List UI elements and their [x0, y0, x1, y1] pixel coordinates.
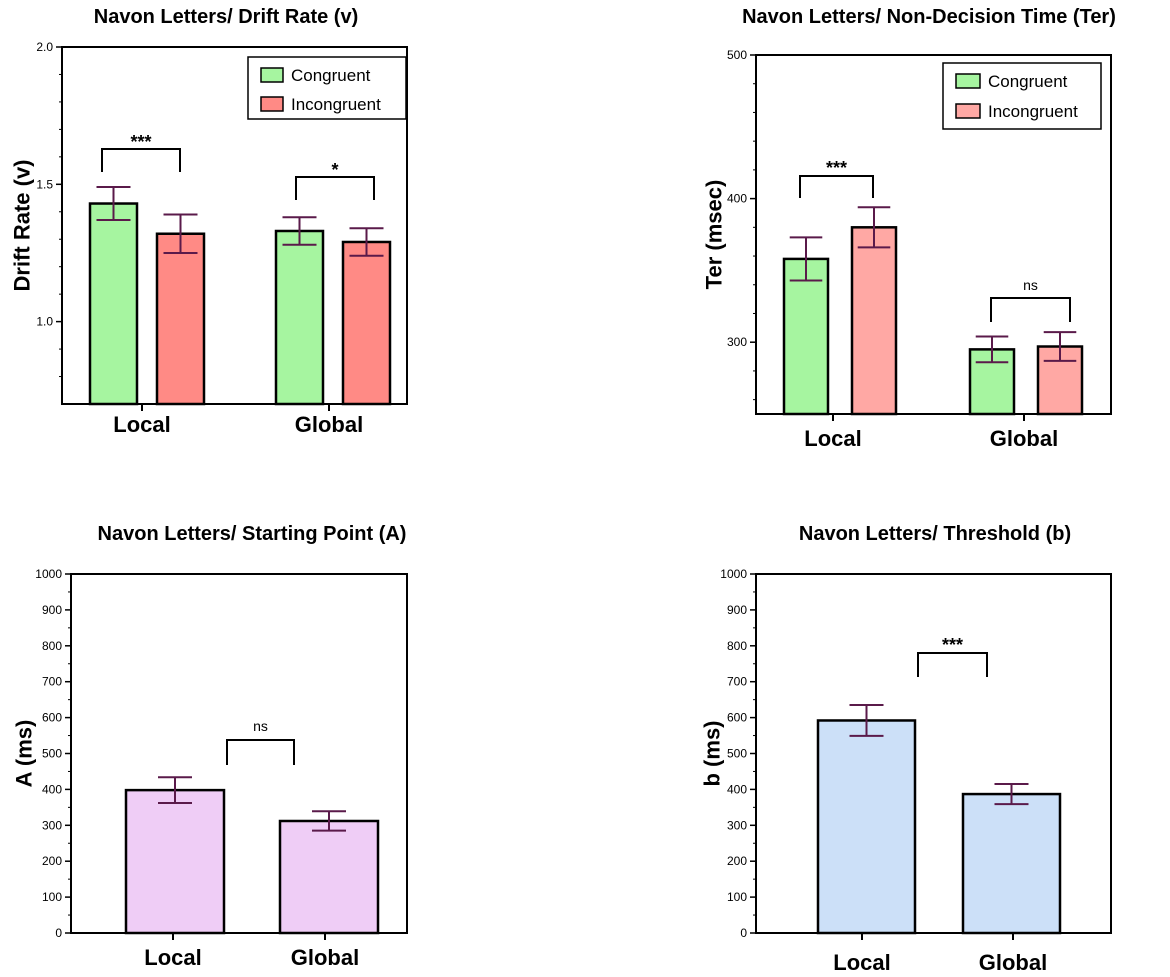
- chart-title: Navon Letters/ Drift Rate (v): [94, 6, 359, 28]
- legend: Congruent Incongruent: [942, 62, 1102, 130]
- y-tick-label: 600: [42, 711, 62, 725]
- y-tick-label: 0: [740, 926, 747, 940]
- y-tick-label: 100: [42, 890, 62, 904]
- significance-label: ***: [942, 635, 963, 655]
- chart-panel: Navon Letters/ Threshold (b) b (ms) 0 100 20…: [700, 523, 1112, 975]
- y-tick-label: 2.0: [36, 40, 53, 54]
- significance-label: ***: [130, 132, 151, 152]
- y-tick-label: 400: [727, 782, 747, 796]
- significance-bracket: [917, 652, 988, 677]
- y-tick-label: 1000: [720, 567, 747, 581]
- y-tick-label: 700: [727, 675, 747, 689]
- bar: [155, 232, 206, 406]
- legend-swatch: [955, 73, 981, 89]
- bar: [961, 792, 1062, 935]
- y-tick-label: 300: [727, 335, 747, 349]
- y-tick-label: 700: [42, 675, 62, 689]
- x-category-label: Global: [295, 412, 363, 437]
- y-axis-label: A (ms): [12, 720, 37, 788]
- y-tick-label: 1.5: [36, 177, 53, 191]
- y-tick-label: 500: [727, 48, 747, 62]
- significance-bracket: [295, 176, 375, 200]
- chart-title: Navon Letters/ Threshold (b): [799, 523, 1071, 545]
- y-axis-label: Ter (msec): [702, 180, 727, 290]
- legend: Congruent Incongruent: [247, 56, 407, 120]
- y-tick-label: 0: [55, 926, 62, 940]
- significance-label: ***: [826, 158, 847, 178]
- y-tick-label: 400: [727, 192, 747, 206]
- plot-frame: [755, 54, 1112, 415]
- significance-label: ns: [253, 718, 268, 734]
- y-tick-label: 500: [727, 747, 747, 761]
- y-tick-label: 800: [727, 639, 747, 653]
- x-category-label: Local: [833, 950, 890, 975]
- plot-frame: [61, 46, 408, 405]
- y-tick-label: 200: [727, 854, 747, 868]
- bar: [278, 819, 380, 935]
- significance-bracket: [990, 297, 1071, 322]
- y-tick-label: 500: [42, 747, 62, 761]
- y-axis-label: Drift Rate (v): [10, 159, 35, 291]
- legend-swatch: [260, 96, 284, 112]
- bar: [274, 229, 325, 406]
- x-category-label: Global: [990, 426, 1058, 451]
- x-category-label: Global: [291, 945, 359, 970]
- chart-panel: Navon Letters/ Drift Rate (v) Drift Rate …: [10, 6, 408, 437]
- y-tick-label: 600: [727, 711, 747, 725]
- bar: [341, 240, 392, 406]
- legend-label: Congruent: [291, 66, 371, 85]
- y-tick-label: 200: [42, 854, 62, 868]
- y-tick-label: 800: [42, 639, 62, 653]
- y-tick-label: 300: [42, 818, 62, 832]
- bar: [782, 257, 830, 416]
- bar: [850, 226, 898, 416]
- x-category-label: Local: [804, 426, 861, 451]
- chart-title: Navon Letters/ Non-Decision Time (Ter): [742, 6, 1116, 28]
- bar: [816, 719, 917, 935]
- legend-swatch: [955, 103, 981, 119]
- y-tick-label: 400: [42, 782, 62, 796]
- significance-bracket: [226, 739, 295, 765]
- x-category-label: Local: [144, 945, 201, 970]
- y-tick-label: 300: [727, 818, 747, 832]
- legend-label: Incongruent: [988, 102, 1078, 121]
- y-tick-label: 100: [727, 890, 747, 904]
- chart-panel: Navon Letters/ Non-Decision Time (Ter) Te…: [702, 6, 1116, 451]
- chart-title: Navon Letters/ Starting Point (A): [98, 523, 407, 545]
- significance-bracket: [101, 148, 181, 172]
- y-axis-label: b (ms): [700, 721, 725, 787]
- significance-label: *: [331, 160, 338, 180]
- x-category-label: Global: [979, 950, 1047, 975]
- bar: [88, 202, 139, 406]
- significance-bracket: [799, 175, 874, 198]
- y-tick-label: 900: [42, 603, 62, 617]
- significance-label: ns: [1023, 277, 1038, 293]
- legend-label: Congruent: [988, 72, 1068, 91]
- y-tick-label: 1.0: [36, 315, 53, 329]
- legend-label: Incongruent: [291, 95, 381, 114]
- chart-panel: Navon Letters/ Starting Point (A) A (ms) 0…: [12, 523, 408, 970]
- y-tick-label: 1000: [35, 567, 62, 581]
- x-category-label: Local: [113, 412, 170, 437]
- y-tick-label: 900: [727, 603, 747, 617]
- bar: [124, 788, 226, 935]
- legend-swatch: [260, 67, 284, 83]
